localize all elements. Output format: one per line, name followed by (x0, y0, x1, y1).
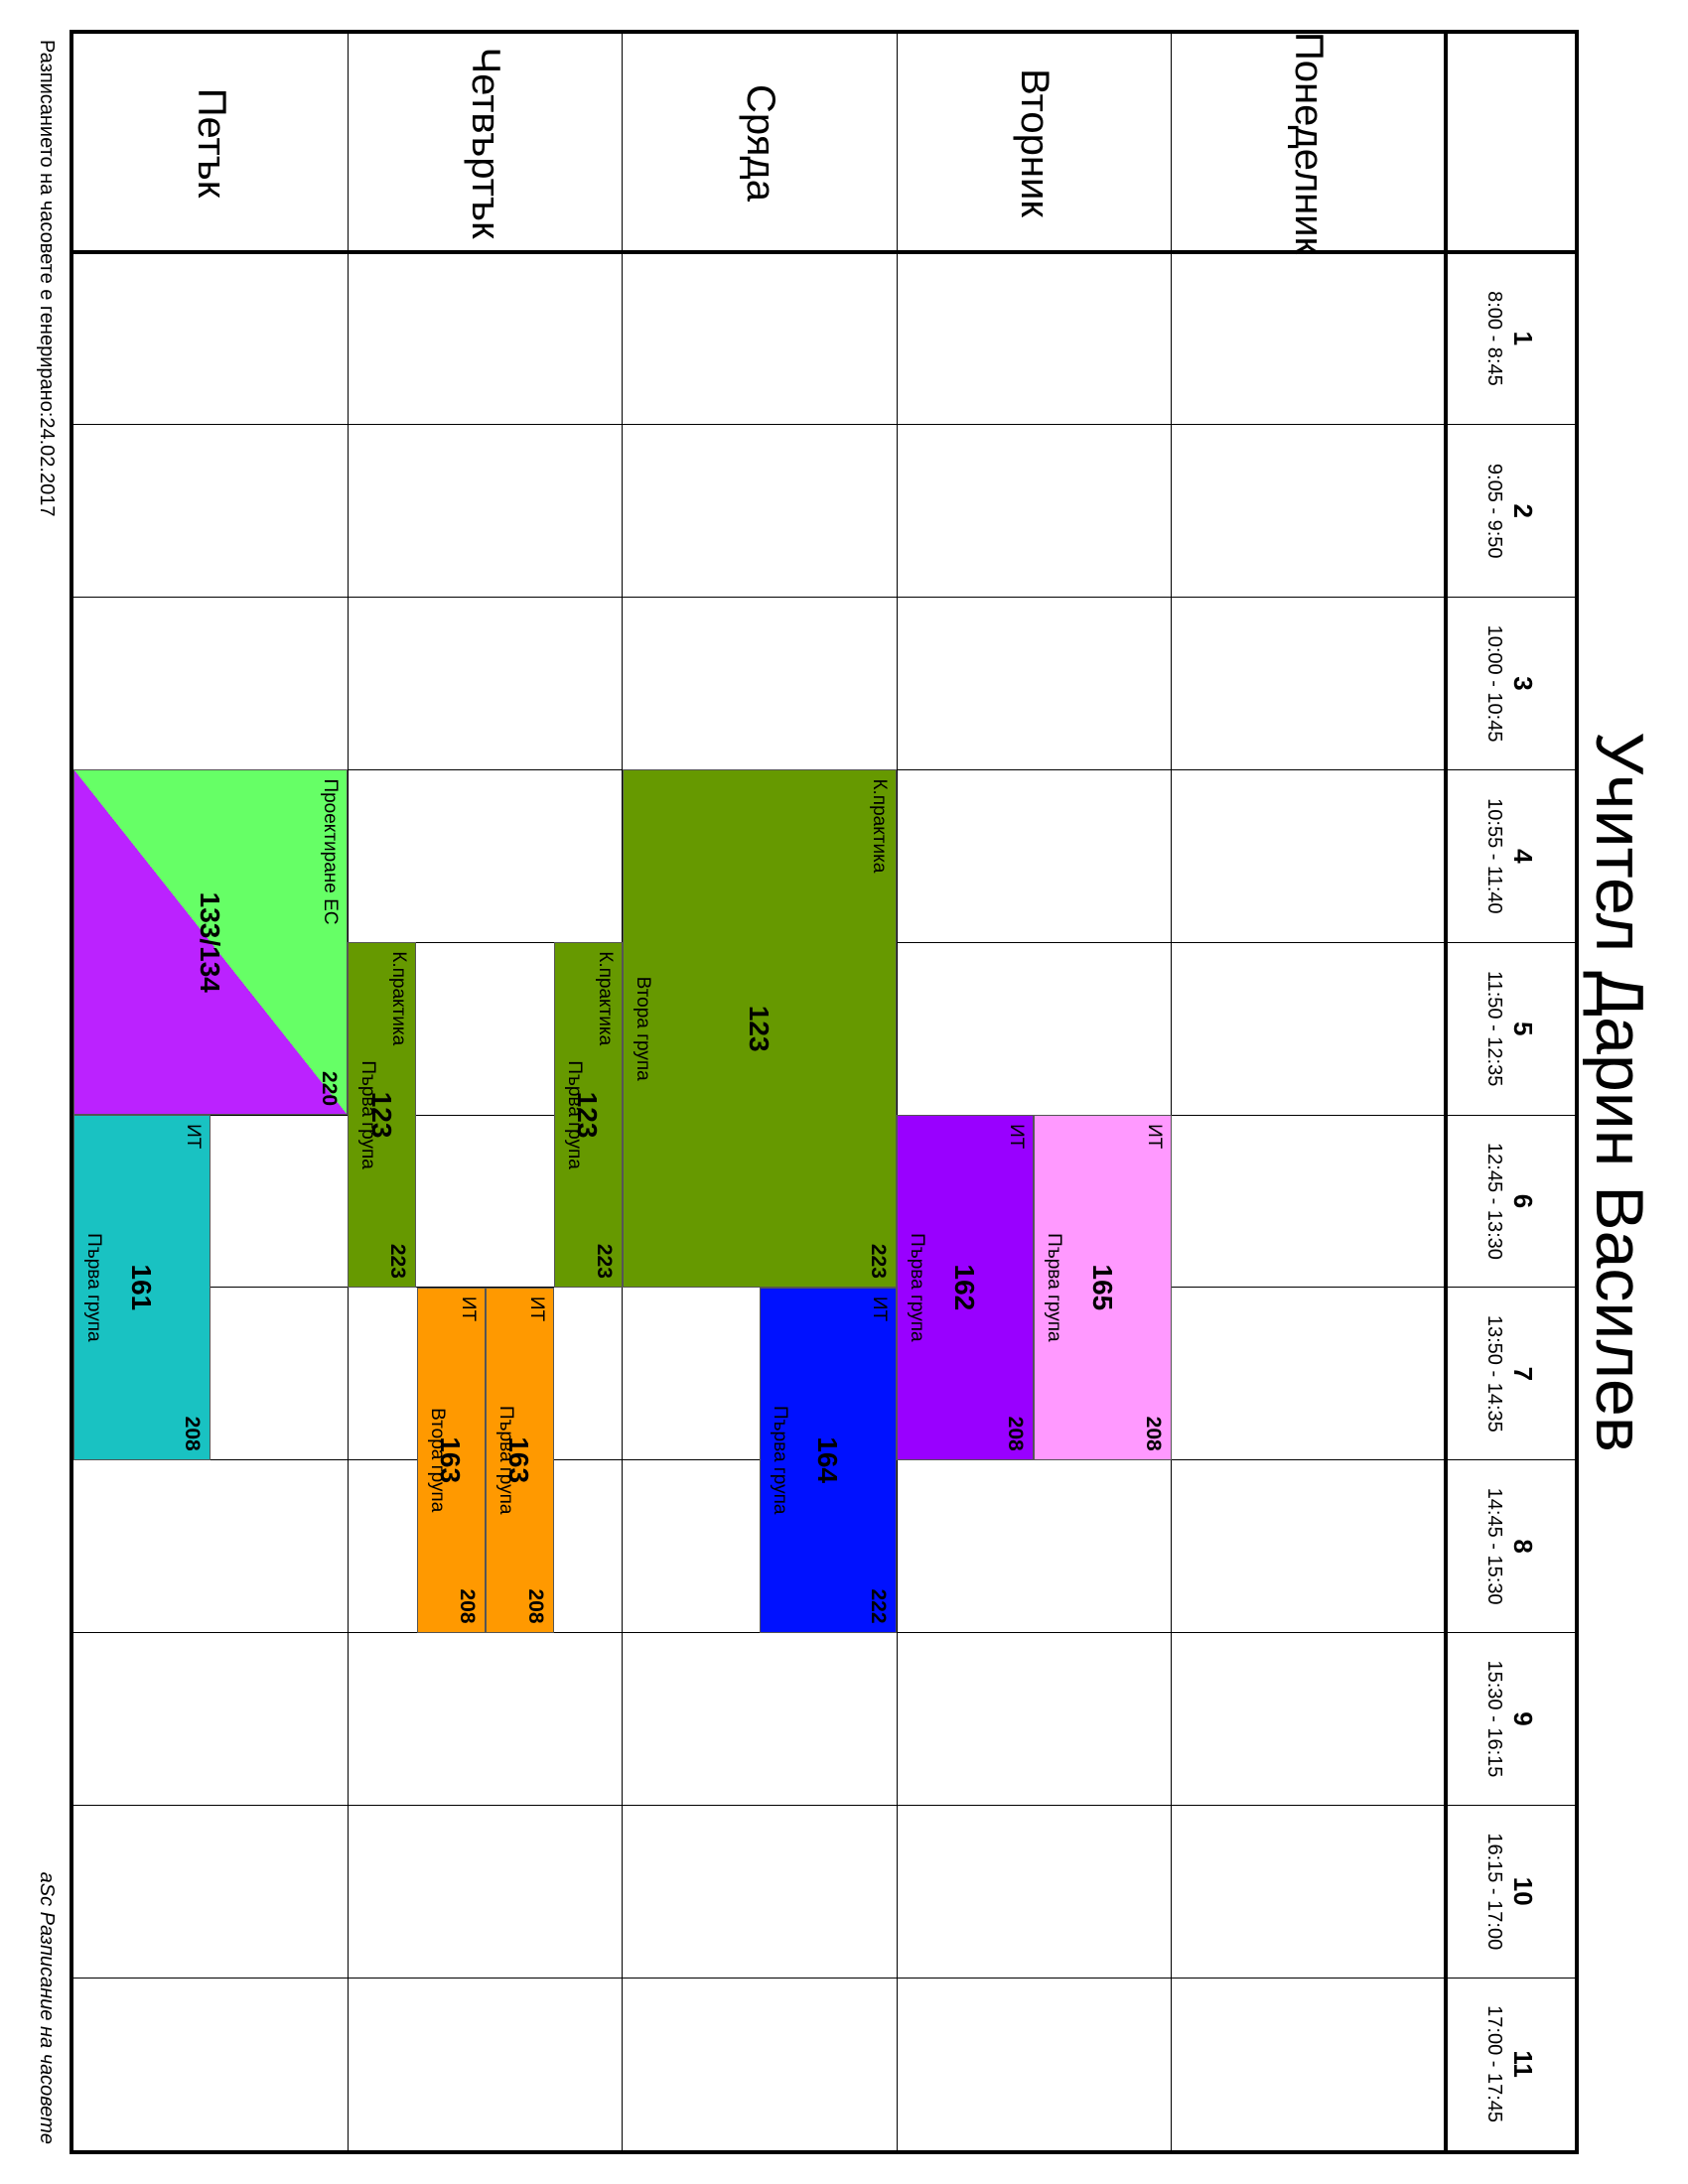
lesson-class: 162 (949, 1264, 981, 1311)
lesson-class: 165 (1086, 1264, 1118, 1311)
period-number: 10 (1507, 1876, 1538, 1906)
grid-line (1444, 34, 1448, 2150)
period-time: 15:30 - 16:15 (1483, 1660, 1506, 1778)
day-label: Петък (189, 87, 233, 199)
lesson-room: 208 (181, 1416, 205, 1451)
grid-line (73, 1977, 1575, 1979)
lesson-group: Първа група (83, 1233, 105, 1342)
lesson-subject: Проектиране ЕС (320, 778, 342, 925)
lesson-class: 123 (744, 1005, 775, 1052)
lesson-card[interactable]: К.практика 223 123 Първа група (348, 942, 417, 1288)
lesson-group: Първа група (494, 1405, 516, 1515)
period-header: 10 16:15 - 17:00 (1446, 1805, 1575, 1978)
lesson-room: 223 (867, 1243, 891, 1279)
period-time: 17:00 - 17:45 (1483, 2005, 1506, 2123)
period-time: 10:55 - 11:40 (1483, 798, 1506, 914)
period-header: 2 9:05 - 9:50 (1446, 425, 1575, 598)
lesson-class: 161 (126, 1264, 158, 1311)
period-header: 5 11:50 - 12:35 (1446, 942, 1575, 1115)
period-number: 4 (1507, 849, 1538, 864)
period-header: 7 13:50 - 14:35 (1446, 1288, 1575, 1460)
lesson-subject: К.практика (869, 778, 891, 874)
lesson-subject: ИТ (869, 1296, 891, 1322)
lesson-class: 164 (812, 1436, 844, 1484)
period-header: 4 10:55 - 11:40 (1446, 769, 1575, 942)
period-header: 9 15:30 - 16:15 (1446, 1633, 1575, 1806)
grid-line (73, 250, 1575, 254)
period-time: 12:45 - 13:30 (1483, 1143, 1506, 1260)
generated-note: Разписанието на часовете е генерирано:24… (36, 40, 58, 517)
period-time: 14:45 - 15:30 (1483, 1487, 1506, 1605)
grid-line (73, 1804, 1575, 1806)
period-number: 5 (1507, 1021, 1538, 1036)
day-label: Вторник (1012, 68, 1056, 217)
lesson-card[interactable]: ИТ 208 163 Първа група (485, 1287, 554, 1633)
period-time: 9:05 - 9:50 (1483, 463, 1506, 559)
period-header: 6 12:45 - 13:30 (1446, 1115, 1575, 1288)
day-label: Сряда (738, 84, 782, 202)
lesson-card[interactable]: К.практика 223 123 Първа група (553, 942, 623, 1288)
period-time: 16:15 - 17:00 (1483, 1833, 1506, 1951)
lesson-group: Първа група (357, 1060, 379, 1169)
lesson-group: Втора група (632, 976, 653, 1081)
lesson-group: Първа група (1044, 1233, 1065, 1342)
period-number: 8 (1507, 1539, 1538, 1554)
lesson-group: Първа група (907, 1233, 928, 1342)
lesson-subject: ИТ (1143, 1124, 1165, 1150)
lesson-class: 133/134 (195, 891, 226, 993)
period-header: 3 10:00 - 10:45 (1446, 598, 1575, 770)
lesson-card[interactable]: Проектиране ЕС 220 133/134 (73, 769, 349, 1116)
day-label: Четвъртък (464, 47, 508, 239)
lesson-room: 220 (318, 1071, 342, 1107)
period-header: 8 14:45 - 15:30 (1446, 1460, 1575, 1633)
grid-line (73, 424, 1575, 426)
day-label: Понеделник (1287, 32, 1332, 254)
lesson-card[interactable]: К.практика 223 123 Втора група (622, 769, 898, 1288)
period-header: 1 8:00 - 8:45 (1446, 252, 1575, 425)
lesson-room: 208 (1141, 1416, 1165, 1451)
period-number: 3 (1507, 676, 1538, 691)
lesson-card[interactable]: ИТ 208 163 Втора група (416, 1287, 486, 1633)
period-number: 9 (1507, 1711, 1538, 1726)
lesson-card[interactable]: ИТ 208 161 Първа група (73, 1115, 211, 1460)
page-title: Учител Дарин Василев (1582, 731, 1657, 1453)
period-number: 7 (1507, 1366, 1538, 1382)
grid-line (1171, 34, 1173, 2150)
lesson-subject: ИТ (183, 1124, 205, 1150)
lesson-group: Първа група (770, 1405, 791, 1515)
period-number: 1 (1507, 331, 1538, 346)
lesson-card[interactable]: ИТ 208 165 Първа група (1034, 1115, 1172, 1460)
period-number: 11 (1507, 2050, 1538, 2078)
period-time: 11:50 - 12:35 (1483, 970, 1506, 1087)
lesson-group: Втора група (426, 1408, 448, 1513)
grid-line (73, 597, 1575, 599)
brand-note: aSc Разписание на часовете (36, 1871, 58, 2144)
lesson-room: 208 (1004, 1416, 1028, 1451)
period-time: 10:00 - 10:45 (1483, 624, 1506, 743)
period-number: 2 (1507, 503, 1538, 518)
lesson-card[interactable]: ИТ 222 164 Първа група (760, 1287, 898, 1633)
lesson-room: 222 (867, 1588, 891, 1624)
lesson-group: Първа група (563, 1060, 585, 1169)
period-time: 13:50 - 14:35 (1483, 1314, 1506, 1433)
period-number: 6 (1507, 1193, 1538, 1209)
period-time: 8:00 - 8:45 (1483, 291, 1506, 386)
timetable-grid: 1 8:00 - 8:45 2 9:05 - 9:50 3 10:00 - 10:45 4 1… (70, 30, 1579, 2154)
period-header: 11 17:00 - 17:45 (1446, 1978, 1575, 2150)
lesson-subject: ИТ (1006, 1124, 1028, 1150)
lesson-card[interactable]: ИТ 208 162 Първа група (897, 1115, 1035, 1460)
